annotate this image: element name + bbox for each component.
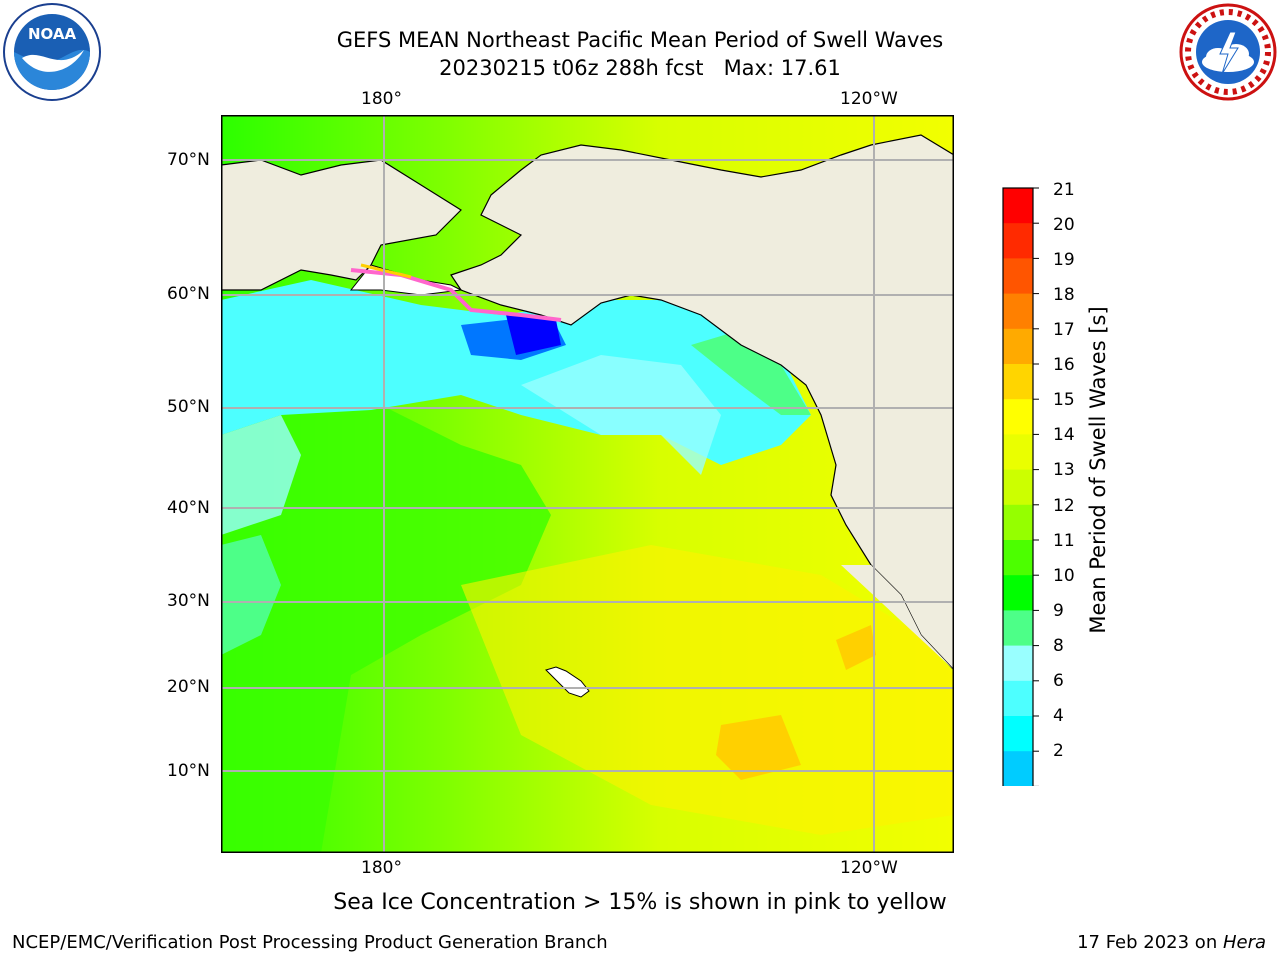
swell-zone-orange [716, 715, 801, 780]
map-gridlines [221, 115, 954, 853]
lon-top-label-180: 180° [361, 89, 402, 109]
lat-label-50n: 50°N [167, 397, 210, 417]
colorbar-tick-6: 6 [1053, 671, 1064, 691]
colorbar-title: Mean Period of Swell Waves [s] [1086, 306, 1110, 634]
colorbar-tick-19: 19 [1053, 250, 1075, 270]
colorbar-tick-14: 14 [1053, 425, 1075, 445]
colorbar-tick-17: 17 [1053, 320, 1075, 340]
colorbar-tick-8: 8 [1053, 636, 1064, 656]
colorbar-tick-2: 2 [1053, 741, 1064, 761]
colorbar-tick-21: 21 [1053, 180, 1075, 200]
colorbar-segment [1003, 223, 1033, 259]
footer-date-text: 17 Feb 2023 on [1077, 932, 1223, 953]
colorbar-segment [1003, 364, 1033, 400]
lat-label-10n: 10°N [167, 761, 210, 781]
colorbar-segment [1003, 469, 1033, 506]
sea-ice-caption: Sea Ice Concentration > 15% is shown in … [333, 890, 947, 915]
colorbar-tick-16: 16 [1053, 355, 1075, 375]
sea-ice-edge [350, 268, 562, 322]
map-panel [220, 115, 955, 853]
colorbar-segment [1003, 645, 1033, 682]
footer-host: Hera [1222, 932, 1266, 953]
bristol-bay-deep [506, 315, 561, 355]
colorbar-segment [1003, 751, 1033, 787]
lat-label-60n: 60°N [167, 284, 210, 304]
colorbar-segment [1003, 188, 1033, 224]
colorbar-segment [1003, 328, 1033, 365]
lat-label-70n: 70°N [167, 150, 210, 170]
land-siberia [220, 159, 462, 291]
colorbar-tick-11: 11 [1053, 531, 1075, 551]
map-title: GEFS MEAN Northeast Pacific Mean Period … [336, 28, 944, 52]
nws-logo-icon [1178, 2, 1278, 102]
colorbar-tick-9: 9 [1053, 601, 1064, 621]
footer-date: 17 Feb 2023 on Hera [1077, 932, 1266, 953]
map-frame [221, 115, 954, 853]
colorbar-tick-13: 13 [1053, 460, 1075, 480]
colorbar-tick-10: 10 [1053, 566, 1075, 586]
colorbar-segment [1003, 293, 1033, 330]
swell-zone-orange-2 [836, 625, 876, 670]
noaa-logo-text: NOAA [28, 25, 77, 43]
noaa-logo-icon: NOAA [2, 2, 102, 102]
hawaii-islands [545, 666, 590, 698]
map-subtitle: 20230215 t06z 288h fcst Max: 17.61 [439, 56, 841, 80]
swell-zone-green-2 [691, 330, 811, 415]
colorbar-segment [1003, 575, 1033, 611]
swell-period-map [220, 115, 955, 853]
colorbar-tick-20: 20 [1053, 215, 1075, 235]
swell-zone-lightcyan-2 [521, 355, 721, 475]
colorbar-segment [1003, 540, 1033, 576]
colorbar-segment [1003, 680, 1033, 717]
colorbar-segment [1003, 610, 1033, 647]
lon-top-label-120w: 120°W [840, 89, 898, 109]
colorbar-tick-15: 15 [1053, 390, 1075, 410]
colorbar-segment [1003, 434, 1033, 471]
colorbar-segment [1003, 716, 1033, 752]
footer-credit: NCEP/EMC/Verification Post Processing Pr… [12, 932, 608, 953]
colorbar-tick-4: 4 [1053, 706, 1064, 726]
colorbar-tick-12: 12 [1053, 496, 1075, 516]
lon-bottom-label-120w: 120°W [840, 858, 898, 878]
sea-ice-edge-yellow [360, 263, 412, 279]
swell-zone-green [221, 405, 551, 853]
colorbar-segment [1003, 504, 1033, 541]
land-north-america [450, 134, 955, 672]
swell-zone-yellow [461, 545, 954, 835]
colorbar-graphic [1002, 187, 1039, 850]
colorbar-segment [1003, 399, 1033, 435]
lat-label-30n: 30°N [167, 591, 210, 611]
colorbar-segment [1003, 258, 1033, 295]
colorbar-tick-18: 18 [1053, 285, 1075, 305]
swell-zone-aqua [221, 535, 281, 655]
colorbar [1000, 186, 1040, 850]
lon-bottom-label-180: 180° [361, 858, 402, 878]
swell-zone-lightcyan [221, 415, 301, 535]
lat-label-40n: 40°N [167, 498, 210, 518]
lat-label-20n: 20°N [167, 677, 210, 697]
